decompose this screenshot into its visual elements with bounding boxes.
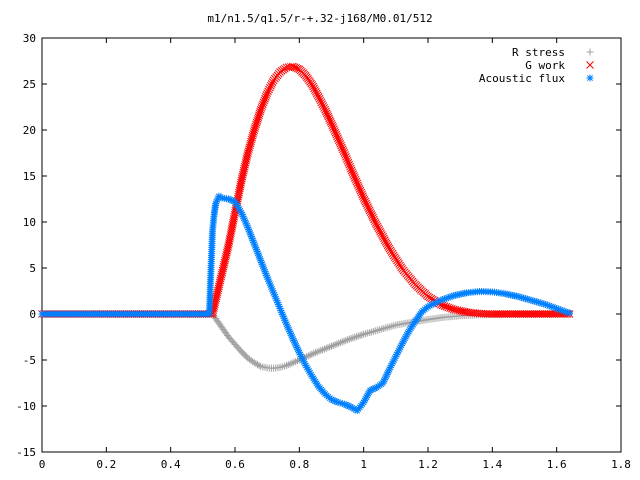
series-acoustic-flux bbox=[38, 192, 574, 415]
series-g-work bbox=[38, 62, 574, 318]
data-point bbox=[317, 346, 325, 354]
y-tick-label: -15 bbox=[16, 446, 36, 459]
data-point bbox=[345, 335, 353, 343]
data-point bbox=[345, 160, 354, 169]
y-tick-label: 25 bbox=[23, 78, 36, 91]
data-point bbox=[340, 337, 348, 345]
x-tick-label: 1.8 bbox=[611, 458, 631, 471]
data-point bbox=[331, 341, 339, 349]
data-point bbox=[341, 151, 350, 159]
data-point bbox=[340, 149, 349, 157]
data-point bbox=[311, 349, 319, 357]
legend-marker bbox=[586, 74, 594, 82]
data-point bbox=[335, 339, 343, 347]
y-tick-label: 10 bbox=[23, 216, 36, 229]
data-point bbox=[343, 156, 352, 165]
data-point bbox=[313, 91, 322, 100]
data-point bbox=[358, 331, 366, 339]
data-point bbox=[263, 89, 272, 98]
data-point bbox=[308, 350, 316, 358]
x-tick-label: 0.8 bbox=[289, 458, 309, 471]
data-point bbox=[344, 158, 353, 167]
data-point bbox=[316, 96, 325, 105]
data-point bbox=[347, 335, 355, 343]
data-point bbox=[566, 309, 574, 317]
legend-label: R stress bbox=[512, 46, 565, 59]
data-point bbox=[313, 348, 321, 356]
data-point bbox=[319, 102, 328, 110]
data-point bbox=[264, 87, 272, 96]
data-point bbox=[265, 85, 273, 94]
data-point bbox=[317, 98, 326, 107]
x-tick-label: 0.2 bbox=[96, 458, 116, 471]
data-point bbox=[310, 349, 318, 357]
data-point bbox=[338, 338, 346, 346]
chart-title: m1/n1.5/q1.5/r-+.32-j168/M0.01/512 bbox=[207, 12, 432, 25]
x-tick-label: 1 bbox=[360, 458, 367, 471]
x-tick-label: 0.4 bbox=[161, 458, 181, 471]
data-point bbox=[306, 351, 314, 359]
data-point bbox=[324, 344, 332, 352]
data-point bbox=[329, 341, 337, 349]
data-point bbox=[336, 339, 344, 347]
data-point bbox=[315, 94, 324, 103]
data-marks bbox=[38, 62, 574, 415]
data-point bbox=[346, 162, 354, 171]
legend-label: Acoustic flux bbox=[479, 72, 565, 85]
data-point bbox=[328, 342, 335, 350]
data-point bbox=[349, 334, 357, 342]
legend-label: G work bbox=[525, 59, 565, 72]
data-point bbox=[315, 347, 323, 355]
legend-marker bbox=[586, 48, 594, 56]
data-point bbox=[342, 153, 350, 161]
x-tick-label: 0.6 bbox=[225, 458, 245, 471]
y-tick-label: 5 bbox=[29, 262, 36, 275]
data-point bbox=[351, 333, 359, 341]
y-tick-label: -10 bbox=[16, 400, 36, 413]
data-point bbox=[314, 93, 323, 101]
legend-marker bbox=[586, 61, 594, 69]
data-point bbox=[267, 80, 276, 88]
data-point bbox=[342, 336, 350, 344]
data-point bbox=[356, 331, 364, 339]
x-tick-label: 0 bbox=[39, 458, 46, 471]
data-point bbox=[353, 333, 361, 341]
data-point bbox=[384, 243, 393, 251]
data-point bbox=[318, 100, 327, 109]
y-tick-label: 15 bbox=[23, 170, 36, 183]
data-point bbox=[304, 352, 312, 360]
data-point bbox=[322, 344, 330, 352]
data-point bbox=[333, 340, 341, 348]
data-point bbox=[339, 147, 348, 156]
data-point bbox=[268, 78, 277, 87]
data-point bbox=[342, 155, 351, 163]
data-point bbox=[320, 345, 328, 353]
x-tick-label: 1.6 bbox=[547, 458, 567, 471]
data-point bbox=[344, 336, 352, 344]
axes: 0 0.2 0.4 0.6 0.8 1 1.2 1.4 1.6 1.8 -15 -10 -5 0 5 10 15… bbox=[16, 32, 631, 471]
plot-frame bbox=[41, 37, 622, 453]
y-tick-label: 0 bbox=[29, 308, 36, 321]
x-tick-label: 1.2 bbox=[418, 458, 438, 471]
data-point bbox=[255, 362, 263, 370]
data-point bbox=[266, 81, 275, 90]
y-tick-label: 20 bbox=[23, 124, 36, 137]
x-tick-label: 1.4 bbox=[482, 458, 502, 471]
y-tick-label: 30 bbox=[23, 32, 36, 45]
data-point bbox=[354, 332, 362, 340]
data-point bbox=[326, 343, 334, 351]
data-point bbox=[319, 346, 327, 354]
data-point bbox=[266, 83, 274, 92]
y-tick-label: -5 bbox=[23, 354, 36, 367]
